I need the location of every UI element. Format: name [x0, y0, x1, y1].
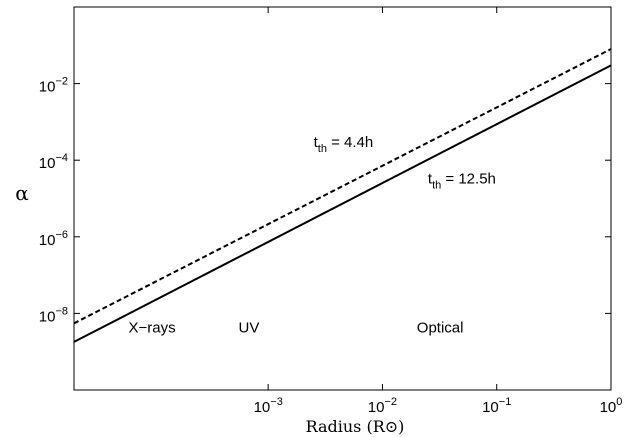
x-tick-base: 10: [368, 399, 385, 416]
y-tick-exponent: −4: [55, 152, 68, 164]
series-label-main: t: [428, 170, 433, 187]
series-label-value: = 4.4h: [327, 134, 373, 151]
x-tick-exponent: −2: [384, 396, 397, 408]
y-tick-base: 10: [39, 232, 56, 249]
series-label-subscript: th: [318, 143, 327, 155]
y-tick-exponent: −6: [55, 229, 68, 241]
x-tick-label: 10−1: [482, 396, 511, 416]
series-label-value: = 12.5h: [441, 170, 496, 187]
y-axis-label: α: [15, 181, 29, 205]
y-tick-label: 10−2: [39, 76, 68, 96]
y-tick-label: 10−6: [39, 229, 68, 249]
x-tick-exponent: 0: [616, 396, 622, 408]
band-label-xrays: X−rays: [129, 319, 176, 336]
series-line-solid: [73, 64, 612, 343]
series-label-1: tth = 4.4h: [314, 134, 374, 155]
x-axis-label: Radius (R⊙): [306, 417, 405, 436]
x-tick-exponent: −1: [499, 396, 512, 408]
band-label-uv: UV: [239, 319, 260, 336]
band-label-optical: Optical: [417, 319, 464, 336]
y-tick-label: 10−8: [39, 305, 68, 325]
series-line-dashed: [73, 48, 612, 325]
y-tick-label: 10−4: [39, 152, 68, 172]
y-tick-base: 10: [39, 155, 56, 172]
x-tick-exponent: −3: [270, 396, 283, 408]
y-tick-exponent: −2: [55, 76, 68, 88]
series-label-2: tth = 12.5h: [428, 170, 496, 191]
series-label-main: t: [314, 134, 319, 151]
series-layer: [73, 48, 612, 343]
x-tick-base: 10: [482, 399, 499, 416]
y-tick-base: 10: [39, 308, 56, 325]
x-tick-label: 10−2: [368, 396, 397, 416]
x-tick-label: 100: [600, 396, 623, 416]
x-tick-label: 10−3: [254, 396, 283, 416]
series-label-subscript: th: [432, 179, 441, 191]
x-tick-base: 10: [600, 399, 617, 416]
x-tick-base: 10: [254, 399, 271, 416]
y-tick-base: 10: [39, 79, 56, 96]
plot-frame: [73, 6, 612, 391]
y-tick-exponent: −8: [55, 305, 68, 317]
